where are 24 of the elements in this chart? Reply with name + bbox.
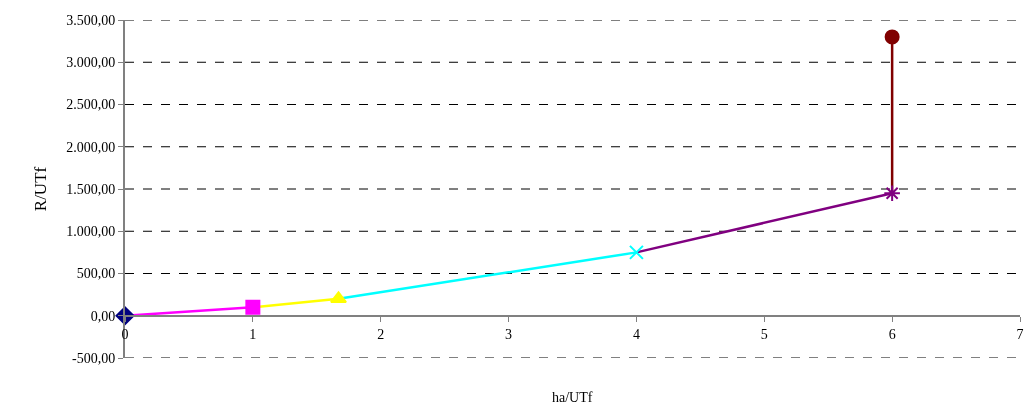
y-tick-label: 2.500,00 <box>66 97 116 113</box>
point <box>884 29 900 45</box>
y-tick-label: 3.000,00 <box>66 55 116 71</box>
x-tick-label: 1 <box>249 326 257 342</box>
x-tick-label: 4 <box>632 326 640 342</box>
y-tick-label: -500,00 <box>72 350 116 366</box>
x-tick-label: 0 <box>121 326 129 342</box>
x-tick-label: 6 <box>888 326 896 342</box>
x-tick-label: 3 <box>505 326 513 342</box>
x-tick-label: 7 <box>1016 326 1024 342</box>
y-tick-label: 2.000,00 <box>66 139 116 155</box>
y-tick-label: 1.000,00 <box>66 224 116 240</box>
y-axis-title: R/UTf <box>31 166 51 212</box>
y-tick-label: 1.500,00 <box>66 181 116 197</box>
y-tick-label: 3.500,00 <box>66 12 116 28</box>
y-tick-label: 0,00 <box>90 308 116 324</box>
x-axis-title: ha/UTf <box>552 390 593 405</box>
point <box>628 244 644 260</box>
x-tick-label: 5 <box>760 326 768 342</box>
x-tick-label: 2 <box>377 326 385 342</box>
point <box>245 299 261 315</box>
point <box>330 291 348 304</box>
point <box>883 184 901 203</box>
y-tick-label: 500,00 <box>76 266 116 282</box>
